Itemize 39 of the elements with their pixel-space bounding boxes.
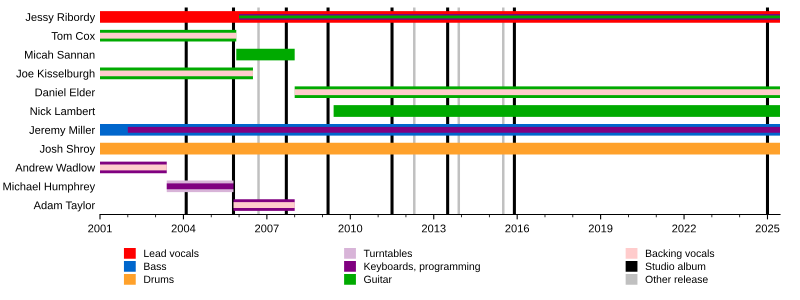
y-tick-label: Nick Lambert (30, 106, 96, 116)
bar (100, 32, 236, 39)
x-tick-label: 2004 (172, 224, 196, 232)
x-tick-label: 2019 (588, 224, 612, 232)
x-tick-label: 2001 (88, 224, 112, 232)
bar (100, 70, 253, 76)
bar (166, 183, 234, 190)
x-tick-label: 2022 (672, 224, 696, 232)
bar (100, 164, 167, 170)
bar (233, 202, 295, 208)
legend-label: Keyboards, programming (364, 262, 480, 272)
x-tick-label: 2013 (422, 224, 446, 232)
y-tick-label: Joe Kisselburgh (16, 69, 94, 80)
y-tick-label: Micah Sannan (25, 50, 94, 59)
x-tick-label: 2016 (505, 224, 530, 232)
legend-label: Other release (646, 275, 708, 284)
bar (236, 48, 295, 60)
x-tick-label: 2025 (756, 224, 780, 232)
y-tick-label: Adam Taylor (34, 201, 95, 212)
legend-label: Lead vocals (144, 249, 199, 258)
bar (100, 142, 780, 154)
bar (294, 89, 780, 96)
y-tick-label: Andrew Wadlow (15, 163, 96, 172)
x-tick-label: 2010 (338, 224, 362, 232)
bar (334, 105, 780, 117)
x-tick-label: 2007 (255, 224, 279, 232)
legend-label: Turntables (364, 249, 412, 258)
y-tick-label: Jeremy Miller (29, 126, 95, 136)
legend-label: Bass (144, 262, 166, 270)
y-tick-label: Daniel Elder (36, 88, 95, 96)
legend-label: Guitar (364, 275, 392, 284)
legend-label: Backing vocals (646, 249, 714, 260)
y-tick-label: Tom Cox (52, 32, 96, 40)
y-tick-label: Josh Shroy (40, 144, 96, 155)
bar (128, 126, 780, 133)
y-tick-label: Michael Humphrey (3, 182, 96, 193)
y-tick-label: Jessy Ribordy (26, 12, 96, 24)
legend-label: Drums (144, 276, 174, 284)
legend-label: Studio album (646, 262, 706, 270)
